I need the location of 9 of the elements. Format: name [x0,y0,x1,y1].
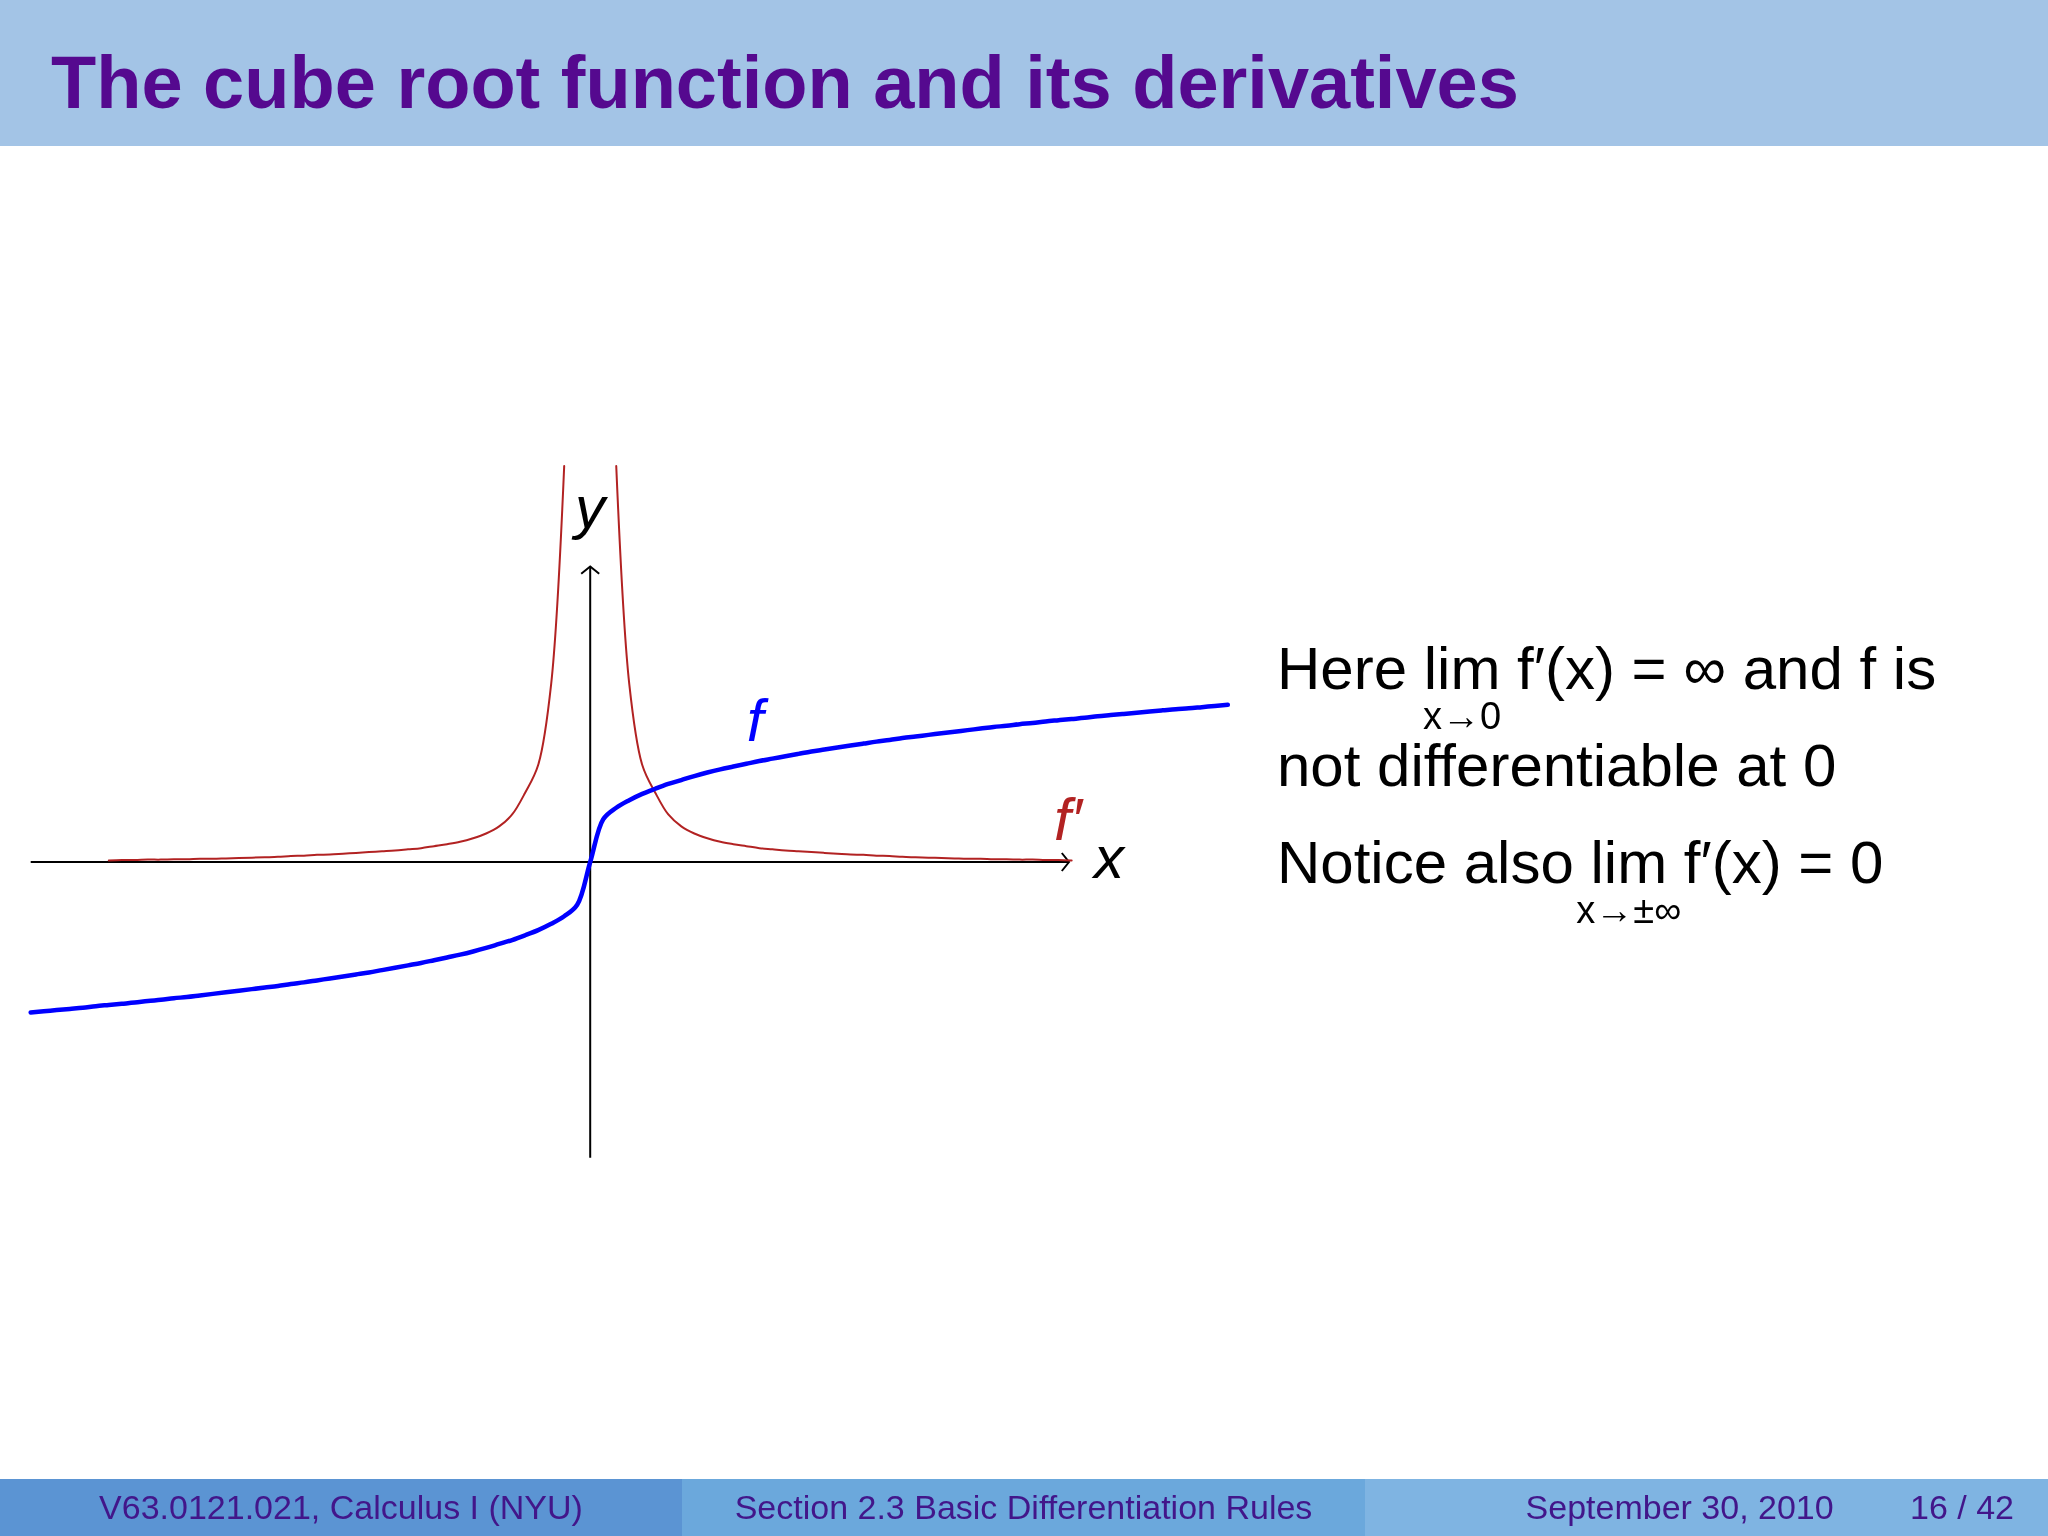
chart-title: The cube root function and its derivatives [51,41,1519,124]
x-axis-title: x [1091,823,1126,891]
text: September 30, 2010 [1525,1488,1834,1526]
text: V63.0121.021, Calculus I (NYU) [99,1488,583,1526]
text: 16 / 42 [1910,1488,2014,1526]
y-axis-title: y [571,474,609,541]
text: Section 2.3 Basic Differentiation Rules [734,1488,1313,1526]
series-label: f [746,687,769,754]
series-label: f′ [1054,786,1084,853]
